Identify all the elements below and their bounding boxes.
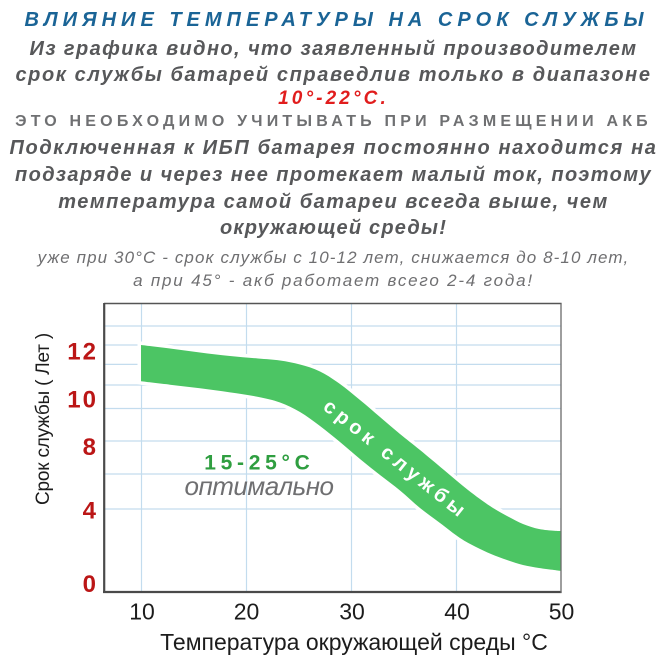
svg-text:40: 40: [444, 599, 470, 625]
svg-text:50: 50: [549, 599, 575, 625]
svg-text:4: 4: [83, 497, 98, 524]
svg-text:10: 10: [129, 599, 155, 625]
svg-text:10: 10: [67, 387, 98, 414]
svg-text:оптимально: оптимально: [185, 471, 334, 501]
svg-text:20: 20: [234, 599, 260, 625]
svg-text:30: 30: [339, 599, 365, 625]
svg-text:15-25°С: 15-25°С: [204, 452, 314, 475]
svg-text:0: 0: [83, 571, 98, 598]
svg-text:8: 8: [83, 434, 98, 461]
svg-text:Срок службы ( Лет ): Срок службы ( Лет ): [33, 333, 54, 505]
svg-text:12: 12: [67, 339, 98, 366]
svg-text:Температура окружающей среды °: Температура окружающей среды °С: [160, 629, 548, 655]
svg-text:срок службы: срок службы: [319, 395, 473, 524]
